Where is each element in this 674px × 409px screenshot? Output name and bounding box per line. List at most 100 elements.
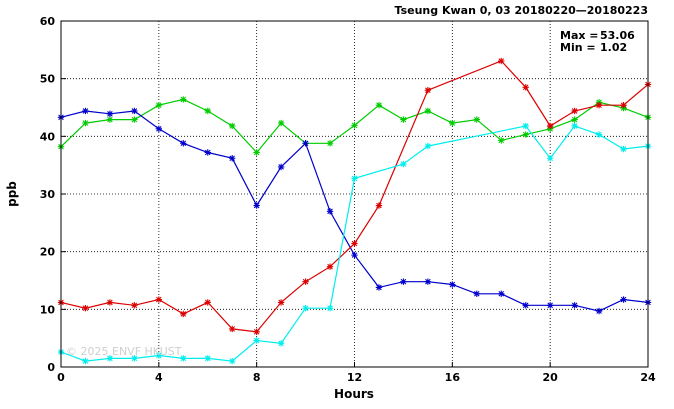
- y-axis-title: ppb: [5, 181, 19, 207]
- data-point: [180, 96, 187, 103]
- data-point: [424, 87, 432, 94]
- data-point: [131, 107, 138, 115]
- data-point: [620, 101, 627, 109]
- data-point: [449, 281, 456, 288]
- data-point: [82, 357, 89, 365]
- data-point: [302, 278, 309, 285]
- data-point: [277, 299, 285, 306]
- data-point: [375, 202, 383, 209]
- data-point: [546, 155, 554, 162]
- y-tick-label: 10: [40, 303, 56, 316]
- data-point: [449, 119, 456, 127]
- y-tick-label: 50: [40, 73, 56, 86]
- data-point: [620, 296, 627, 303]
- max-value: 53.06: [600, 29, 635, 42]
- data-point: [106, 116, 114, 123]
- min-label: Min =: [560, 41, 596, 54]
- data-point: [277, 163, 285, 171]
- data-point: [229, 155, 236, 162]
- data-point: [326, 208, 334, 215]
- x-tick-label: 0: [57, 371, 65, 384]
- data-point: [571, 107, 578, 115]
- data-point: [326, 263, 334, 270]
- y-tick-label: 30: [40, 188, 56, 201]
- data-point: [595, 101, 603, 109]
- x-axis-title: Hours: [334, 387, 374, 401]
- data-point: [204, 149, 211, 156]
- x-tick-label: 12: [347, 371, 362, 384]
- chart-title: Tseung Kwan 0, 03 20180220—20180223: [395, 4, 648, 17]
- data-point: [229, 122, 236, 130]
- data-point: [204, 299, 211, 306]
- data-point: [82, 304, 89, 312]
- data-point: [620, 145, 627, 153]
- data-point: [400, 116, 407, 123]
- watermark: © 2025 ENVF HKUST: [66, 345, 182, 358]
- data-point: [253, 328, 260, 336]
- data-point: [302, 304, 309, 312]
- data-point: [351, 240, 358, 247]
- data-point: [595, 307, 603, 315]
- data-point: [473, 116, 480, 123]
- data-point: [277, 119, 285, 127]
- data-point: [106, 299, 114, 306]
- min-value: 1.02: [600, 41, 627, 54]
- x-tick-label: 20: [543, 371, 559, 384]
- data-point: [155, 352, 163, 359]
- data-point: [204, 107, 211, 115]
- x-axis: 0 4 8 12 16 20 24: [57, 362, 656, 384]
- data-point: [400, 160, 407, 168]
- data-point: [351, 122, 358, 129]
- data-point: [155, 125, 163, 133]
- data-point: [106, 355, 114, 362]
- data-point: [253, 149, 260, 156]
- x-tick-label: 8: [253, 371, 261, 384]
- x-tick-label: 24: [640, 371, 656, 384]
- data-point: [351, 175, 358, 182]
- data-point: [180, 355, 187, 362]
- data-point: [424, 107, 432, 115]
- data-point: [82, 119, 89, 127]
- x-tick-label: 16: [445, 371, 461, 384]
- series-layer: [57, 57, 652, 365]
- data-point: [253, 202, 260, 209]
- data-point: [571, 116, 578, 123]
- data-point: [131, 116, 138, 123]
- data-point: [326, 304, 334, 312]
- data-point: [180, 310, 187, 318]
- data-point: [131, 355, 138, 362]
- data-point: [351, 251, 358, 259]
- data-point: [326, 140, 334, 147]
- series-line: [60, 60, 649, 333]
- data-point: [522, 131, 529, 138]
- y-tick-label: 40: [40, 130, 56, 143]
- data-point: [131, 302, 138, 309]
- grid: [61, 21, 648, 367]
- data-point: [204, 355, 211, 362]
- data-point: [595, 131, 603, 138]
- data-point: [571, 122, 578, 130]
- data-point: [546, 122, 554, 130]
- data-point: [375, 101, 383, 109]
- data-point: [375, 284, 383, 291]
- x-tick-label: 4: [155, 371, 163, 384]
- data-point: [253, 337, 260, 344]
- data-point: [473, 290, 480, 297]
- data-point: [229, 325, 236, 333]
- data-point: [229, 357, 236, 365]
- data-point: [498, 290, 505, 297]
- data-point: [522, 84, 529, 91]
- data-point: [498, 57, 505, 65]
- data-point: [522, 302, 529, 309]
- data-point: [424, 278, 432, 285]
- data-point: [571, 302, 578, 309]
- data-point: [155, 296, 163, 303]
- data-point: [82, 107, 89, 115]
- data-point: [498, 137, 505, 144]
- data-point: [522, 122, 529, 130]
- y-tick-label: 60: [40, 15, 56, 28]
- data-point: [180, 140, 187, 147]
- max-label: Max =: [560, 29, 599, 42]
- data-point: [424, 142, 432, 150]
